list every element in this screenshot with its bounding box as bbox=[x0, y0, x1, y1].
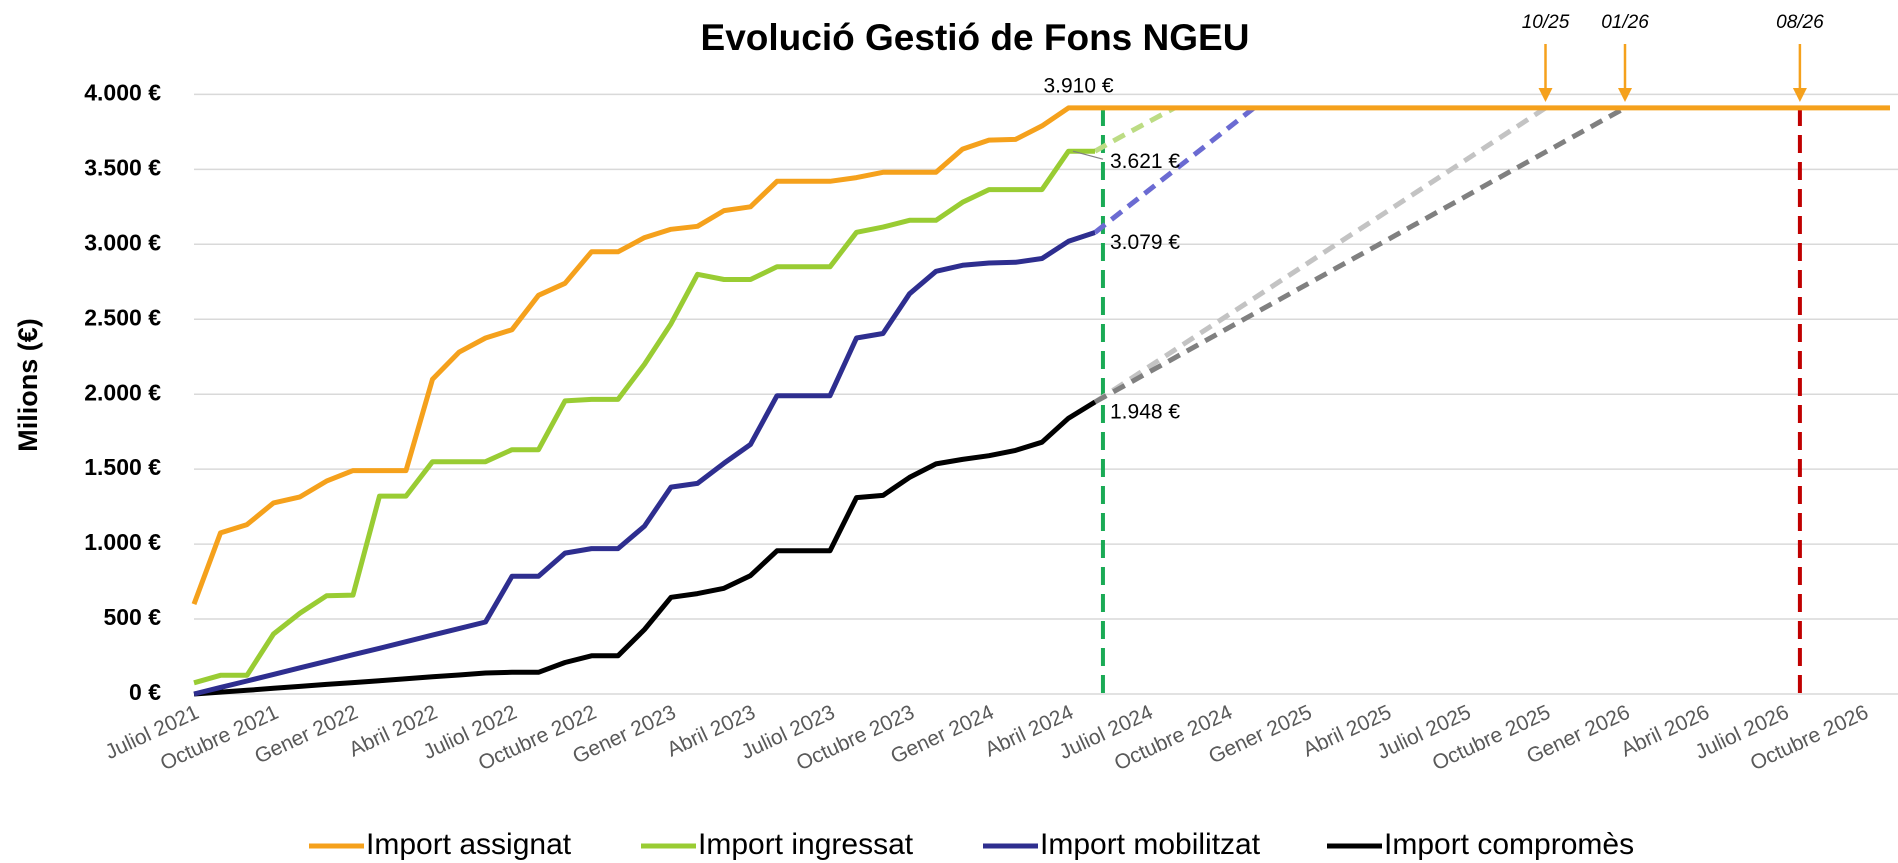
y-tick-label: 2.000 € bbox=[84, 379, 161, 405]
y-tick-label: 3.500 € bbox=[84, 154, 161, 180]
legend-label: Import ingressat bbox=[698, 828, 914, 861]
y-tick-label: 1.500 € bbox=[84, 454, 161, 480]
data-label: 3.910 € bbox=[1043, 74, 1113, 97]
y-axis-title: Milions (€) bbox=[13, 318, 43, 452]
y-tick-label: 2.500 € bbox=[84, 304, 161, 330]
annotation-arrowhead bbox=[1618, 88, 1632, 102]
series-line bbox=[193, 399, 1097, 697]
annotation: 10/25 bbox=[1522, 12, 1570, 33]
projection-line bbox=[1093, 105, 1256, 235]
series-line bbox=[193, 148, 1095, 686]
series-line bbox=[193, 230, 1096, 697]
data-label: 3.079 € bbox=[1110, 231, 1180, 254]
y-tick-label: 0 € bbox=[129, 679, 161, 705]
annotation: 08/26 bbox=[1776, 12, 1824, 33]
y-tick-label: 3.000 € bbox=[84, 229, 161, 255]
leader-line bbox=[1072, 150, 1104, 160]
series-line bbox=[191, 105, 1890, 605]
y-tick-label: 4.000 € bbox=[84, 79, 161, 105]
projection-line bbox=[1093, 105, 1547, 405]
annotation: 01/26 bbox=[1601, 12, 1649, 33]
y-tick-label: 500 € bbox=[103, 604, 161, 630]
annotation-arrowhead bbox=[1792, 88, 1807, 102]
y-tick-label: 1.000 € bbox=[84, 529, 161, 555]
legend-label: Import assignat bbox=[366, 828, 572, 861]
data-label: 1.948 € bbox=[1110, 401, 1180, 424]
chart-title: Evolució Gestió de Fons NGEU bbox=[701, 17, 1250, 58]
projection-line bbox=[1093, 105, 1627, 405]
legend-label: Import compromès bbox=[1384, 828, 1634, 861]
legend-label: Import mobilitzat bbox=[1040, 828, 1261, 861]
projection-line bbox=[1093, 105, 1176, 154]
data-label: 3.621 € bbox=[1110, 150, 1180, 173]
annotation-arrowhead bbox=[1538, 88, 1553, 102]
